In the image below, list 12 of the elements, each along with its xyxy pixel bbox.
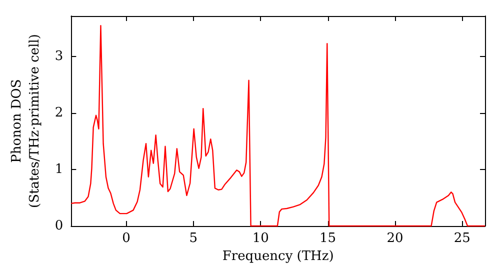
x-tick-label: 10: [252, 231, 269, 246]
x-tick-label: 5: [189, 231, 198, 246]
y-tick-label: 2: [54, 106, 64, 121]
y-tick-label: 0: [54, 218, 64, 234]
x-tick-label: 20: [386, 231, 404, 246]
y-tick-label: 1: [54, 162, 64, 178]
x-tick-label: 25: [454, 231, 470, 246]
x-tick-label: 0: [122, 231, 130, 246]
y-axis-title: Phonon DOS (States/THz·primitive cell): [10, 34, 42, 208]
y-tick-label: 3: [54, 49, 64, 64]
x-tick-label: 15: [320, 231, 336, 246]
x-axis-title: Frequency (THz): [222, 249, 334, 264]
